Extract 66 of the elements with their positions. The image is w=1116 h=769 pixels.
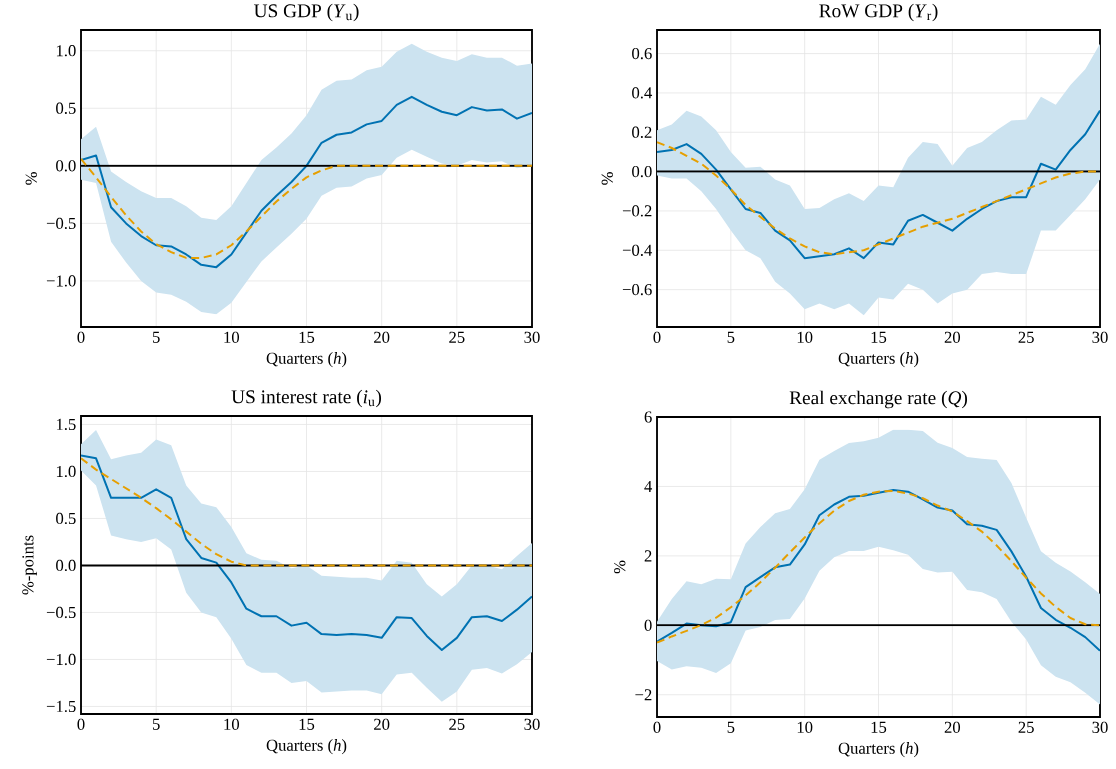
y-tick-label: 0.5 — [56, 512, 76, 525]
x-tick-label: 20 — [374, 331, 390, 343]
chart-title: US interest rate (i$_{u}$) — [231, 389, 382, 408]
y-axis-title: %-points — [22, 535, 37, 595]
x-tick-label: 25 — [449, 331, 465, 343]
x-tick-label: 25 — [1018, 331, 1034, 343]
y-tick-label: 0.0 — [632, 165, 652, 178]
x-tick-label: 25 — [449, 718, 465, 730]
x-axis-title: Quarters (h) — [838, 742, 919, 758]
y-tick-label: −0.5 — [46, 217, 76, 230]
x-tick-label: 5 — [152, 331, 160, 343]
y-tick-label: −1.0 — [46, 275, 76, 287]
y-tick-label: 0.5 — [56, 102, 76, 114]
y-tick-label: 0.0 — [56, 559, 76, 572]
x-tick-label: 15 — [871, 331, 887, 343]
y-tick-label: 1.0 — [56, 465, 76, 478]
x-tick-label: 20 — [944, 331, 961, 343]
x-tick-label: 15 — [299, 331, 315, 343]
x-tick-label: 0 — [77, 331, 85, 343]
x-tick-label: 10 — [797, 331, 813, 343]
x-axis-title: Quarters (h) — [838, 352, 919, 368]
x-tick-label: 5 — [727, 721, 735, 733]
y-tick-label: 1.0 — [56, 45, 76, 57]
x-tick-label: 10 — [224, 331, 240, 343]
y-tick-label: 0.0 — [56, 160, 76, 172]
y-tick-label: −0.2 — [622, 205, 652, 217]
x-tick-label: 30 — [1092, 331, 1108, 343]
x-tick-label: 15 — [299, 718, 315, 730]
y-axis-title: % — [614, 560, 626, 574]
x-tick-label: 30 — [524, 331, 540, 343]
line-series — [657, 109, 1101, 260]
x-tick-label: 15 — [871, 721, 887, 733]
x-tick-label: 10 — [224, 718, 240, 730]
y-tick-label: 0.2 — [632, 126, 652, 138]
y-tick-label: −0.4 — [622, 244, 653, 256]
x-tick-label: 25 — [1018, 721, 1034, 733]
x-tick-label: 5 — [152, 718, 160, 730]
y-axis-title: % — [601, 172, 613, 185]
x-tick-label: 30 — [1092, 721, 1108, 733]
x-tick-label: 20 — [944, 721, 961, 733]
x-tick-label: 0 — [653, 331, 661, 343]
chart-title: RoW GDP (Y$_{r}$) — [819, 3, 938, 22]
y-tick-label: −0.6 — [622, 283, 652, 296]
y-tick-label: −0.5 — [46, 606, 76, 619]
y-tick-label: −2 — [635, 689, 652, 701]
y-tick-label: 1.5 — [56, 418, 76, 431]
x-tick-label: 20 — [374, 718, 390, 730]
x-tick-label: 0 — [653, 721, 661, 733]
chart-title: US GDP (Y$_{u}$) — [253, 3, 359, 22]
y-tick-label: 0.4 — [632, 87, 653, 99]
y-axis-title: % — [25, 172, 37, 185]
x-axis-title: Quarters (h) — [266, 739, 347, 755]
line-series — [81, 95, 533, 269]
x-tick-label: 0 — [77, 718, 85, 730]
y-tick-label: 0 — [644, 619, 652, 631]
y-tick-label: −1.5 — [46, 700, 76, 713]
x-tick-label: 10 — [797, 721, 813, 733]
y-tick-label: 0.6 — [632, 47, 652, 60]
x-tick-label: 5 — [727, 331, 735, 343]
y-tick-label: −1.0 — [46, 653, 76, 666]
x-tick-label: 30 — [524, 718, 540, 730]
chart-title: Real exchange rate (Q) — [789, 390, 968, 409]
y-tick-label: 6 — [644, 411, 652, 423]
y-tick-label: 4 — [644, 480, 653, 492]
x-axis-title: Quarters (h) — [266, 352, 347, 368]
y-tick-label: 2 — [644, 550, 652, 562]
